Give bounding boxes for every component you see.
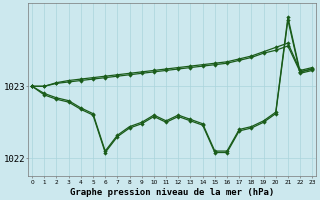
X-axis label: Graphe pression niveau de la mer (hPa): Graphe pression niveau de la mer (hPa) bbox=[70, 188, 274, 197]
